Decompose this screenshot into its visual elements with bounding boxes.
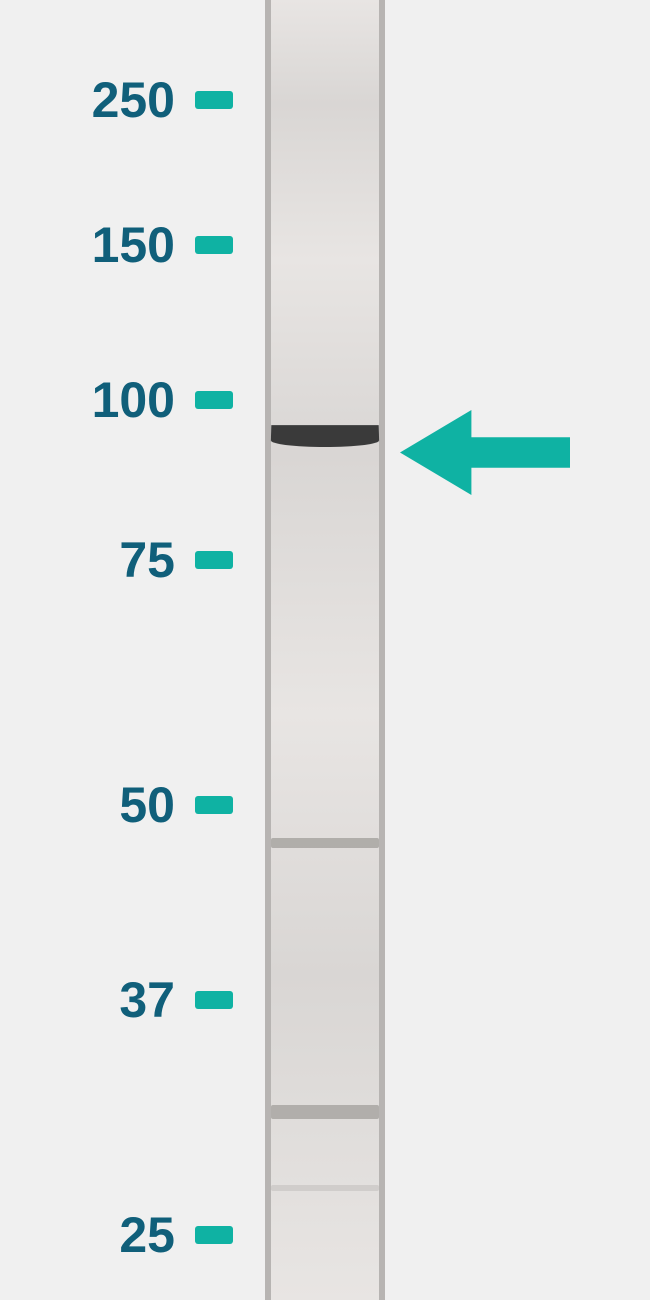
blot-container: 250 150 100 75 50 37 25 [0, 0, 650, 1300]
mw-label: 100 [92, 371, 175, 429]
mw-label: 25 [119, 1206, 175, 1264]
mw-label: 250 [92, 71, 175, 129]
protein-band [271, 425, 380, 447]
arrow-icon [400, 410, 570, 495]
protein-band [271, 1185, 379, 1191]
target-arrow [400, 410, 570, 495]
mw-tick [195, 91, 233, 109]
mw-label: 150 [92, 216, 175, 274]
mw-tick [195, 391, 233, 409]
protein-band [271, 838, 379, 848]
mw-tick [195, 991, 233, 1009]
mw-label: 37 [119, 971, 175, 1029]
mw-tick [195, 1226, 233, 1244]
mw-tick [195, 551, 233, 569]
mw-tick [195, 796, 233, 814]
protein-band [271, 1105, 379, 1119]
mw-tick [195, 236, 233, 254]
mw-label: 75 [119, 531, 175, 589]
mw-label: 50 [119, 776, 175, 834]
